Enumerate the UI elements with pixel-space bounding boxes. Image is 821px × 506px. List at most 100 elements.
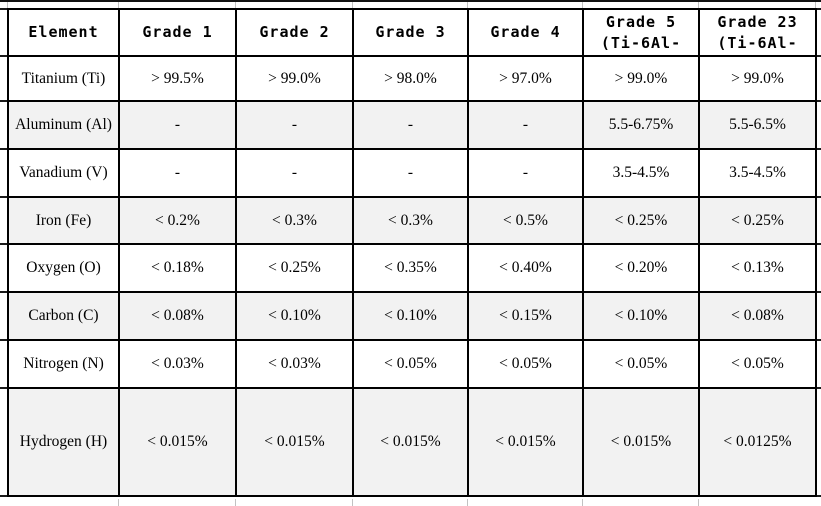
gridline-stub [118, 499, 119, 506]
table-row-iron: Iron (Fe) < 0.2% < 0.3% < 0.3% < 0.5% < … [7, 196, 817, 245]
value-cell: < 0.25% [235, 243, 354, 293]
table-row-titanium: Titanium (Ti) > 99.5% > 99.0% > 98.0% > … [7, 55, 817, 102]
element-name-cell: Titanium (Ti) [7, 55, 120, 102]
element-name-cell: Aluminum (Al) [7, 100, 120, 150]
gridline-stub [467, 2, 468, 8]
gridline-stub [0, 291, 7, 293]
value-cell: - [352, 100, 469, 150]
value-cell: - [118, 100, 237, 150]
value-cell: < 0.40% [467, 243, 584, 293]
gridline-stub [815, 148, 821, 150]
value-cell: < 0.10% [582, 291, 700, 341]
element-name-cell: Iron (Fe) [7, 196, 120, 245]
gridline-stub [0, 148, 7, 150]
value-cell: > 99.0% [235, 55, 354, 102]
col-header-label: Grade 5 [605, 12, 677, 31]
gridline-stub [815, 55, 821, 57]
gridline-stub [0, 243, 7, 245]
value-cell: < 0.25% [582, 196, 700, 245]
value-cell: - [235, 148, 354, 198]
gridline-stub [815, 291, 821, 293]
gridline-stub [815, 387, 821, 389]
gridline-stub [582, 2, 583, 8]
value-cell: 5.5-6.75% [582, 100, 700, 150]
gridline-stub [815, 100, 821, 102]
value-cell: < 0.10% [352, 291, 469, 341]
table-row-aluminum: Aluminum (Al) - - - - 5.5-6.75% 5.5-6.5% [7, 100, 817, 150]
gridline-stub [352, 499, 353, 506]
col-header-label: Grade 2 [259, 23, 330, 41]
value-cell: < 0.015% [352, 387, 469, 497]
value-cell: - [467, 100, 584, 150]
gridline-stub [698, 2, 699, 8]
value-cell: > 99.0% [582, 55, 700, 102]
element-name-cell: Carbon (C) [7, 291, 120, 341]
col-header-label: Element [28, 23, 99, 41]
gridline-stub [352, 2, 353, 8]
value-cell: < 0.13% [698, 243, 817, 293]
gridline-stub [815, 2, 816, 8]
value-cell: < 0.08% [118, 291, 237, 341]
value-cell: < 0.05% [582, 339, 700, 389]
value-cell: < 0.05% [698, 339, 817, 389]
value-cell: < 0.03% [235, 339, 354, 389]
gridline-stub [815, 495, 821, 497]
value-cell: < 0.03% [118, 339, 237, 389]
table-row-vanadium: Vanadium (V) - - - - 3.5-4.5% 3.5-4.5% [7, 148, 817, 198]
gridline-stub [118, 2, 119, 8]
value-cell: 3.5-4.5% [698, 148, 817, 198]
value-cell: 3.5-4.5% [582, 148, 700, 198]
value-cell: < 0.10% [235, 291, 354, 341]
titanium-grades-composition-table: Element Grade 1 Grade 2 Grade 3 Grade 4 … [7, 8, 817, 497]
value-cell: - [118, 148, 237, 198]
element-name-cell: Vanadium (V) [7, 148, 120, 198]
gridline-stub [815, 243, 821, 245]
value-cell: > 99.0% [698, 55, 817, 102]
col-header-grade-4: Grade 4 [467, 8, 584, 57]
value-cell: < 0.15% [467, 291, 584, 341]
gridline-stub [0, 339, 7, 341]
value-cell: - [235, 100, 354, 150]
value-cell: < 0.05% [467, 339, 584, 389]
cropped-row-top-line [0, 0, 821, 2]
value-cell: < 0.015% [118, 387, 237, 497]
value-cell: < 0.0125% [698, 387, 817, 497]
col-header-grade-1: Grade 1 [118, 8, 237, 57]
col-header-grade-5: Grade 5 (Ti-6Al- [582, 8, 700, 57]
table-row-oxygen: Oxygen (O) < 0.18% < 0.25% < 0.35% < 0.4… [7, 243, 817, 293]
value-cell: < 0.18% [118, 243, 237, 293]
value-cell: < 0.25% [698, 196, 817, 245]
value-cell: > 97.0% [467, 55, 584, 102]
value-cell: < 0.05% [352, 339, 469, 389]
col-header-grade-23: Grade 23 (Ti-6Al- [698, 8, 817, 57]
value-cell: - [352, 148, 469, 198]
value-cell: < 0.3% [235, 196, 354, 245]
gridline-stub [0, 495, 7, 497]
gridline-stub [815, 8, 821, 10]
table-row-hydrogen: Hydrogen (H) < 0.015% < 0.015% < 0.015% … [7, 387, 817, 497]
col-header-label: Grade 23 [717, 12, 798, 31]
value-cell: < 0.015% [235, 387, 354, 497]
element-name-cell: Oxygen (O) [7, 243, 120, 293]
gridline-stub [467, 499, 468, 506]
table-row-carbon: Carbon (C) < 0.08% < 0.10% < 0.10% < 0.1… [7, 291, 817, 341]
value-cell: < 0.015% [582, 387, 700, 497]
value-cell: - [467, 148, 584, 198]
col-header-grade-2: Grade 2 [235, 8, 354, 57]
col-header-label: Grade 3 [375, 23, 446, 41]
gridline-stub [815, 196, 821, 198]
gridline-stub [0, 100, 7, 102]
gridline-stub [7, 2, 8, 8]
value-cell: > 98.0% [352, 55, 469, 102]
col-header-element: Element [7, 8, 120, 57]
gridline-stub [0, 55, 7, 57]
element-name-cell: Nitrogen (N) [7, 339, 120, 389]
gridline-stub [0, 196, 7, 198]
value-cell: > 99.5% [118, 55, 237, 102]
col-header-grade-3: Grade 3 [352, 8, 469, 57]
value-cell: < 0.015% [467, 387, 584, 497]
value-cell: < 0.5% [467, 196, 584, 245]
value-cell: < 0.3% [352, 196, 469, 245]
element-name-cell: Hydrogen (H) [7, 387, 120, 497]
